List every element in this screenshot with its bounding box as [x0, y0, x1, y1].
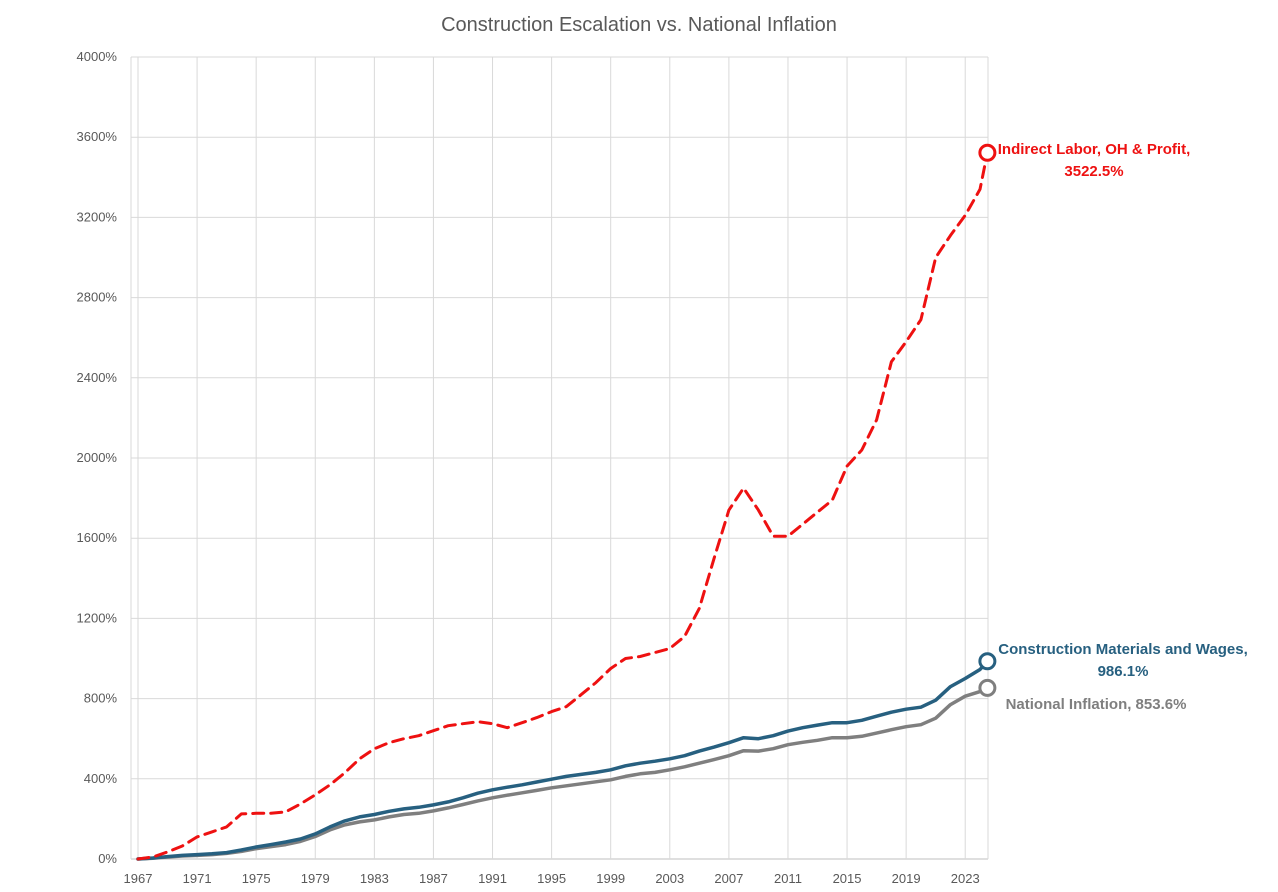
- series-layer: [136, 151, 990, 861]
- series-line-indirect-labor: [136, 151, 989, 861]
- x-tick-label: 2011: [774, 871, 802, 886]
- y-tick-label: 2400%: [77, 370, 118, 385]
- label-indirect-labor-value: 3522.5%: [1064, 163, 1123, 180]
- x-tick-label: 2003: [655, 871, 684, 886]
- y-tick-label: 1200%: [77, 610, 118, 625]
- x-tick-label: 1971: [183, 871, 212, 886]
- y-tick-label: 2800%: [77, 290, 118, 305]
- label-construction-materials-name: Construction Materials and Wages,: [998, 641, 1248, 658]
- x-tick-label: 2015: [833, 871, 862, 886]
- chart-title: Construction Escalation vs. National Inf…: [441, 14, 837, 36]
- x-tick-label: 1975: [242, 871, 271, 886]
- x-tick-label: 2007: [714, 871, 743, 886]
- x-tick-label: 2019: [892, 871, 921, 886]
- y-tick-label: 4000%: [77, 49, 118, 64]
- end-labels: Indirect Labor, OH & Profit, 3522.5% Con…: [998, 141, 1248, 713]
- y-tick-label: 3200%: [77, 209, 118, 224]
- y-tick-label: 400%: [84, 771, 118, 786]
- y-tick-label: 0%: [98, 851, 117, 866]
- label-construction-materials-value: 986.1%: [1098, 663, 1149, 680]
- x-tick-label: 1999: [596, 871, 625, 886]
- x-axis-ticks: 1967 1971 1975 1979 1983 1987 1991 1995 1999 2003…: [124, 871, 980, 886]
- x-tick-label: 1979: [301, 871, 330, 886]
- y-tick-label: 3600%: [77, 129, 118, 144]
- x-tick-label: 1991: [478, 871, 507, 886]
- end-marker-national-inflation: [978, 678, 997, 697]
- x-tick-label: 1995: [537, 871, 566, 886]
- series-line-construction-materials: [136, 659, 990, 861]
- x-tick-label: 2023: [951, 871, 980, 886]
- label-indirect-labor-name: Indirect Labor, OH & Profit,: [998, 141, 1191, 158]
- y-tick-label: 1600%: [77, 530, 118, 545]
- end-markers: [978, 143, 997, 697]
- y-tick-label: 800%: [84, 691, 118, 706]
- y-axis-ticks: 0% 400% 800% 1200% 1600% 2000% 2400% 2800% 3200%…: [77, 49, 118, 866]
- y-tick-label: 2000%: [77, 450, 118, 465]
- end-marker-indirect-labor: [978, 143, 997, 162]
- end-marker-construction-materials: [978, 652, 997, 671]
- label-national-inflation: National Inflation, 853.6%: [1006, 696, 1187, 713]
- grid-layer: [130, 56, 989, 860]
- x-tick-label: 1983: [360, 871, 389, 886]
- x-tick-label: 1987: [419, 871, 448, 886]
- series-line-national-inflation: [136, 686, 990, 861]
- x-tick-label: 1967: [124, 871, 153, 886]
